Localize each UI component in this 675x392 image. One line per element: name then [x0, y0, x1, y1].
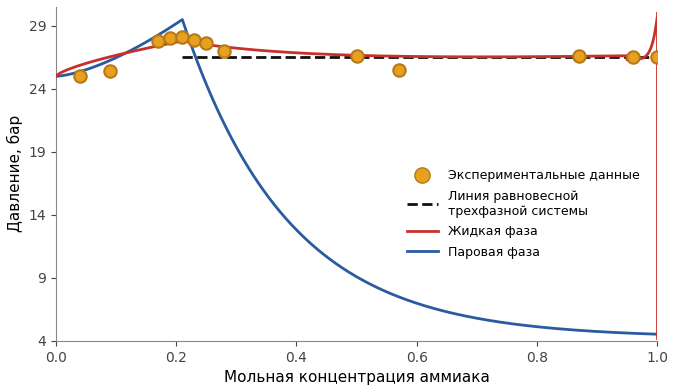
- Point: [201, 40, 212, 47]
- Y-axis label: Давление, бар: Давление, бар: [7, 115, 23, 232]
- Legend: Экспериментальные данные, Линия равновесной
трехфазной системы, Жидкая фаза, Пар: Экспериментальные данные, Линия равновес…: [402, 164, 645, 264]
- Point: [219, 48, 230, 54]
- X-axis label: Мольная концентрация аммиака: Мольная концентрация аммиака: [223, 370, 489, 385]
- Point: [189, 36, 200, 43]
- Point: [574, 53, 585, 59]
- Point: [394, 67, 404, 73]
- Point: [75, 73, 86, 79]
- Point: [651, 54, 662, 60]
- Point: [351, 53, 362, 59]
- Point: [105, 68, 115, 74]
- Point: [165, 35, 176, 42]
- Point: [153, 38, 163, 44]
- Point: [628, 54, 639, 60]
- Point: [177, 34, 188, 40]
